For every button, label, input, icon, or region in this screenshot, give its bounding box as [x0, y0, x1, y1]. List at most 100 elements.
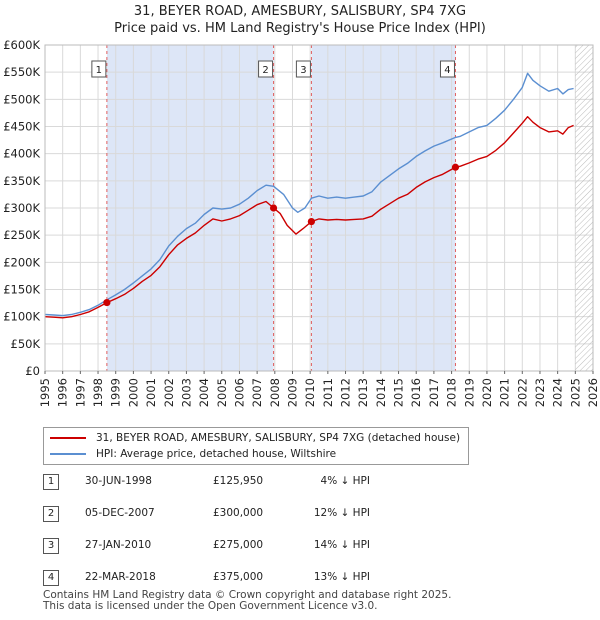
sale-markers: 1 2 3 4 [91, 45, 456, 371]
plot-frame [44, 44, 594, 372]
x-tick-label: 2024 [551, 378, 565, 407]
x-tick-label: 2000 [126, 378, 140, 407]
sale-number-badge: 4 [43, 570, 59, 586]
sale-date: 27-JAN-2010 [85, 539, 152, 551]
sale-marker-box [439, 60, 455, 78]
x-tick-label: 2023 [533, 378, 547, 407]
sale-number-badge: 2 [43, 506, 59, 522]
x-tick-label: 2005 [215, 378, 229, 407]
sale-number-badge: 3 [43, 538, 59, 554]
sale-marker-box [258, 60, 274, 78]
sale-hpi-diff: 4% ↓ HPI [320, 475, 370, 487]
y-tick-label: £550K [3, 65, 40, 79]
sale-hpi-diff: 14% ↓ HPI [313, 539, 370, 551]
series-lines [45, 72, 574, 319]
forecast-hatch-area [575, 45, 593, 371]
x-tick-label: 2014 [374, 378, 388, 407]
x-tick-label: 2022 [515, 378, 529, 407]
legend-item-price: 31, BEYER ROAD, AMESBURY, SALISBURY, SP4… [50, 431, 460, 445]
x-tick-label: 2012 [339, 378, 353, 407]
x-tick-label: 2020 [480, 378, 494, 407]
sale-price: £125,950 [213, 475, 264, 487]
sale-marker-label: 4 [444, 65, 450, 76]
legend-swatch-hpi [50, 453, 86, 455]
footer-licence: This data is licensed under the Open Gov… [43, 600, 378, 612]
x-tick-label: 2001 [144, 378, 158, 407]
x-tick-label: 1999 [109, 378, 123, 407]
y-tick-label: £600K [3, 38, 40, 52]
x-tick-label: 1997 [73, 378, 87, 407]
sale-row: 1 30-JUN-1998 £125,950 4% ↓ HPI [0, 472, 600, 492]
sale-hpi-diff: 13% ↓ HPI [313, 571, 370, 583]
chart-title-address: 31, BEYER ROAD, AMESBURY, SALISBURY, SP4… [133, 4, 467, 19]
sale-point [269, 204, 278, 212]
y-tick-label: £300K [3, 201, 40, 215]
sale-point [451, 163, 460, 171]
sale-marker-label: 1 [96, 65, 102, 76]
x-tick-label: 2002 [162, 378, 176, 407]
sale-row: 3 27-JAN-2010 £275,000 14% ↓ HPI [0, 536, 600, 556]
sale-date: 30-JUN-1998 [85, 475, 152, 487]
sale-number-badge: 1 [43, 474, 59, 490]
x-tick-label: 2017 [427, 378, 441, 407]
legend-label-price: 31, BEYER ROAD, AMESBURY, SALISBURY, SP4… [96, 432, 461, 444]
footer-copyright: Contains HM Land Registry data © Crown c… [43, 589, 452, 601]
legend-swatch-price [50, 437, 86, 439]
x-tick-label: 2006 [232, 378, 246, 407]
sale-row: 2 05-DEC-2007 £300,000 12% ↓ HPI [0, 504, 600, 524]
x-tick-label: 2013 [356, 378, 370, 407]
sale-point [103, 298, 111, 307]
sale-marker-label: 2 [262, 65, 268, 76]
x-tick-label: 2009 [286, 378, 300, 407]
x-tick-label: 1996 [56, 378, 70, 407]
y-tick-label: £400K [3, 147, 40, 161]
sale-price: £375,000 [213, 571, 264, 583]
y-tick-label: £50K [11, 337, 41, 351]
sale-hpi-diff: 12% ↓ HPI [313, 507, 370, 519]
y-axis: £0 £50K £100K £150K £200K £250K £300K £350K £400… [3, 38, 40, 378]
x-tick-label: 2010 [303, 378, 317, 407]
sale-point [307, 217, 315, 226]
sale-row: 4 22-MAR-2018 £375,000 13% ↓ HPI [0, 568, 600, 588]
chart-title-block: 31, BEYER ROAD, AMESBURY, SALISBURY, SP4… [0, 3, 600, 37]
sale-price: £300,000 [213, 507, 264, 519]
price-series-line [45, 116, 574, 319]
x-tick-label: 2003 [179, 378, 193, 407]
sale-price: £275,000 [213, 539, 264, 551]
x-tick-label: 2011 [321, 378, 335, 407]
price-chart: 1 2 3 4 £0 £50K £100K £150K £200K £250K £300K £350… [3, 38, 600, 407]
x-tick-label: 2021 [498, 378, 512, 407]
footer: Contains HM Land Registry data © Crown c… [43, 590, 451, 612]
y-tick-label: £150K [3, 283, 40, 297]
legend-label-hpi: HPI: Average price, detached house, Wilt… [96, 448, 337, 460]
x-tick-label: 2025 [568, 378, 582, 407]
x-tick-label: 2018 [445, 378, 459, 407]
x-tick-label: 2007 [250, 378, 264, 407]
x-tick-label: 2015 [392, 378, 406, 407]
sale-marker-box [91, 60, 107, 78]
x-tick-label: 2016 [409, 378, 423, 407]
x-tick-label: 2008 [268, 378, 282, 407]
sale-date: 05-DEC-2007 [85, 507, 155, 519]
sale-marker-box [295, 60, 311, 78]
legend: 31, BEYER ROAD, AMESBURY, SALISBURY, SP4… [43, 427, 469, 465]
sale-marker-label: 3 [300, 65, 306, 76]
x-tick-label: 2004 [197, 378, 211, 407]
y-tick-label: £450K [3, 120, 40, 134]
y-tick-label: £200K [3, 255, 40, 269]
y-tick-label: £100K [3, 310, 40, 324]
sale-date: 22-MAR-2018 [85, 571, 156, 583]
legend-item-hpi: HPI: Average price, detached house, Wilt… [50, 447, 336, 461]
y-tick-label: £0 [25, 364, 40, 378]
x-axis: 1995 1996 1997 1998 1999 2000 2001 2002 2003 2004… [38, 371, 600, 407]
y-tick-label: £350K [3, 174, 40, 188]
x-tick-label: 2026 [586, 378, 600, 407]
sale-points [103, 163, 460, 307]
chart-title-subtitle: Price paid vs. HM Land Registry's House … [114, 21, 486, 36]
x-tick-label: 2019 [462, 378, 476, 407]
y-tick-label: £250K [3, 228, 40, 242]
y-tick-label: £500K [3, 92, 40, 106]
hpi-series-line [45, 72, 574, 317]
x-tick-label: 1998 [91, 378, 105, 407]
x-tick-label: 1995 [38, 378, 52, 407]
